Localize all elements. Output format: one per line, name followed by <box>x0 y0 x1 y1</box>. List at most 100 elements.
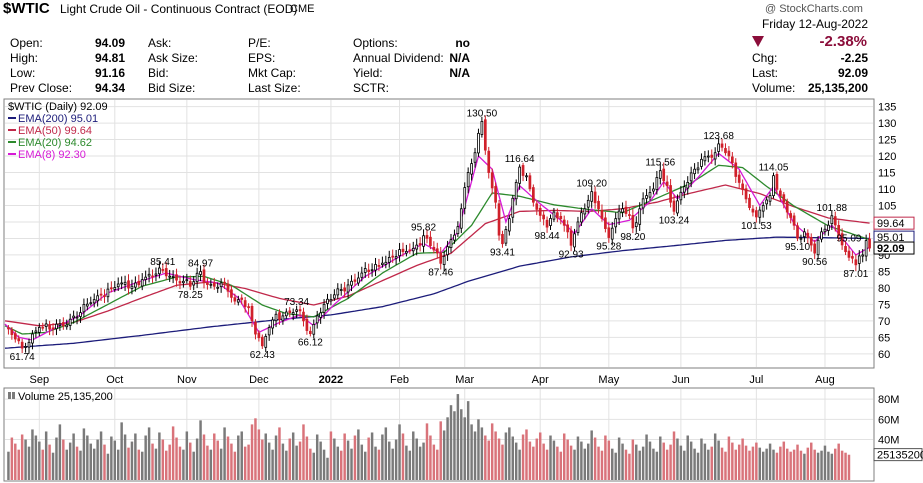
candle-body <box>569 230 573 246</box>
volume-bar <box>460 409 463 480</box>
volume-bar <box>75 446 79 480</box>
volume-bar <box>418 446 422 480</box>
candle-body <box>552 211 556 220</box>
candle-body <box>405 251 408 254</box>
quote-value: 94.34 <box>94 81 125 95</box>
candle-body <box>823 228 827 233</box>
candle-body <box>79 312 82 317</box>
candle-body <box>127 280 130 289</box>
volume-bar <box>151 443 154 480</box>
candle-body <box>700 158 703 167</box>
volume-bar <box>113 440 117 480</box>
volume-bar <box>607 440 611 480</box>
quote-label: Low: <box>10 66 36 80</box>
volume-bar <box>381 434 384 480</box>
candle-body <box>137 280 141 286</box>
month-label: 2022 <box>319 374 343 386</box>
volume-bar <box>731 442 734 480</box>
candle-body <box>343 287 346 292</box>
candle-body <box>686 182 690 189</box>
candle-body <box>864 240 868 257</box>
candle-body <box>638 208 642 225</box>
change-percent: -2.38% <box>819 33 867 50</box>
volume-bar <box>463 417 466 480</box>
price-legend: $WTIC (Daily) 92.09 <box>8 101 108 113</box>
volume-bar <box>106 453 110 480</box>
candle-body <box>617 210 621 220</box>
candle-body <box>322 303 326 313</box>
volume-tick-label: 80M <box>878 394 899 406</box>
candle-body <box>724 148 727 154</box>
candle-body <box>17 338 21 342</box>
volume-bar <box>689 441 693 480</box>
candle-body <box>312 323 316 335</box>
candle-body <box>761 205 765 212</box>
candle-body <box>652 188 655 192</box>
volume-bar <box>521 434 525 480</box>
volume-bar <box>538 432 542 480</box>
volume-bar <box>398 424 401 480</box>
candle-body <box>288 310 292 314</box>
volume-bar <box>185 431 189 480</box>
candle-body <box>614 218 618 228</box>
price-annotation: 61.74 <box>10 352 35 363</box>
price-annotation: 90.56 <box>802 257 827 268</box>
volume-bar <box>99 431 103 480</box>
volume-bar <box>422 442 425 480</box>
candle-body <box>41 326 45 329</box>
candle-body <box>669 185 672 203</box>
copyright-link[interactable]: @ StockCharts.com <box>765 3 863 15</box>
candle-body <box>381 262 384 265</box>
price-tick-label: 75 <box>878 299 890 311</box>
candle-body <box>24 346 27 348</box>
candle-body <box>658 170 662 179</box>
candle-body <box>65 324 69 328</box>
candle-body <box>809 236 813 246</box>
candle-body <box>483 119 487 151</box>
volume-bar <box>686 435 689 480</box>
volume-bar <box>10 437 14 480</box>
price-annotation: 101.53 <box>741 221 772 232</box>
volume-bar <box>267 442 271 480</box>
candle-body <box>182 280 185 284</box>
candle-body <box>583 208 587 215</box>
volume-bar <box>707 449 710 480</box>
volume-bar <box>758 447 762 480</box>
candle-body <box>103 295 106 297</box>
volume-bar <box>480 427 484 480</box>
candle-body <box>545 219 549 228</box>
candle-body <box>257 332 261 339</box>
volume-bar <box>837 443 840 480</box>
candle-body <box>226 283 230 292</box>
price-annotation: 101.88 <box>817 203 848 214</box>
price-annotation: 87.46 <box>428 267 453 278</box>
candle-body <box>85 303 89 307</box>
volume-bar <box>415 438 418 480</box>
candle-body <box>559 215 563 220</box>
candle-body <box>34 330 38 333</box>
volume-bar <box>195 438 199 480</box>
candle-body <box>295 309 298 312</box>
volume-bar <box>374 446 377 480</box>
volume-bar <box>315 434 319 480</box>
ema200-tag: 95.01 <box>877 232 905 244</box>
volume-bar <box>206 445 209 480</box>
volume-bar <box>281 443 285 480</box>
volume-bar <box>364 451 367 480</box>
volume-bar <box>710 446 713 480</box>
volume-bar <box>17 449 20 480</box>
volume-bar <box>504 432 508 480</box>
candle-body <box>501 233 504 245</box>
candle-body <box>27 341 31 348</box>
volume-bar <box>717 440 720 480</box>
quote-label: Bid: <box>148 66 169 80</box>
quote-value: no <box>455 36 470 50</box>
volume-bar <box>103 444 106 480</box>
volume-bar <box>645 434 648 480</box>
candle-body <box>857 255 861 264</box>
candle-body <box>411 247 415 252</box>
price-tick-label: 120 <box>878 151 896 163</box>
candle-body <box>487 150 491 173</box>
month-label: Apr <box>532 374 549 386</box>
volume-bar <box>614 452 617 480</box>
